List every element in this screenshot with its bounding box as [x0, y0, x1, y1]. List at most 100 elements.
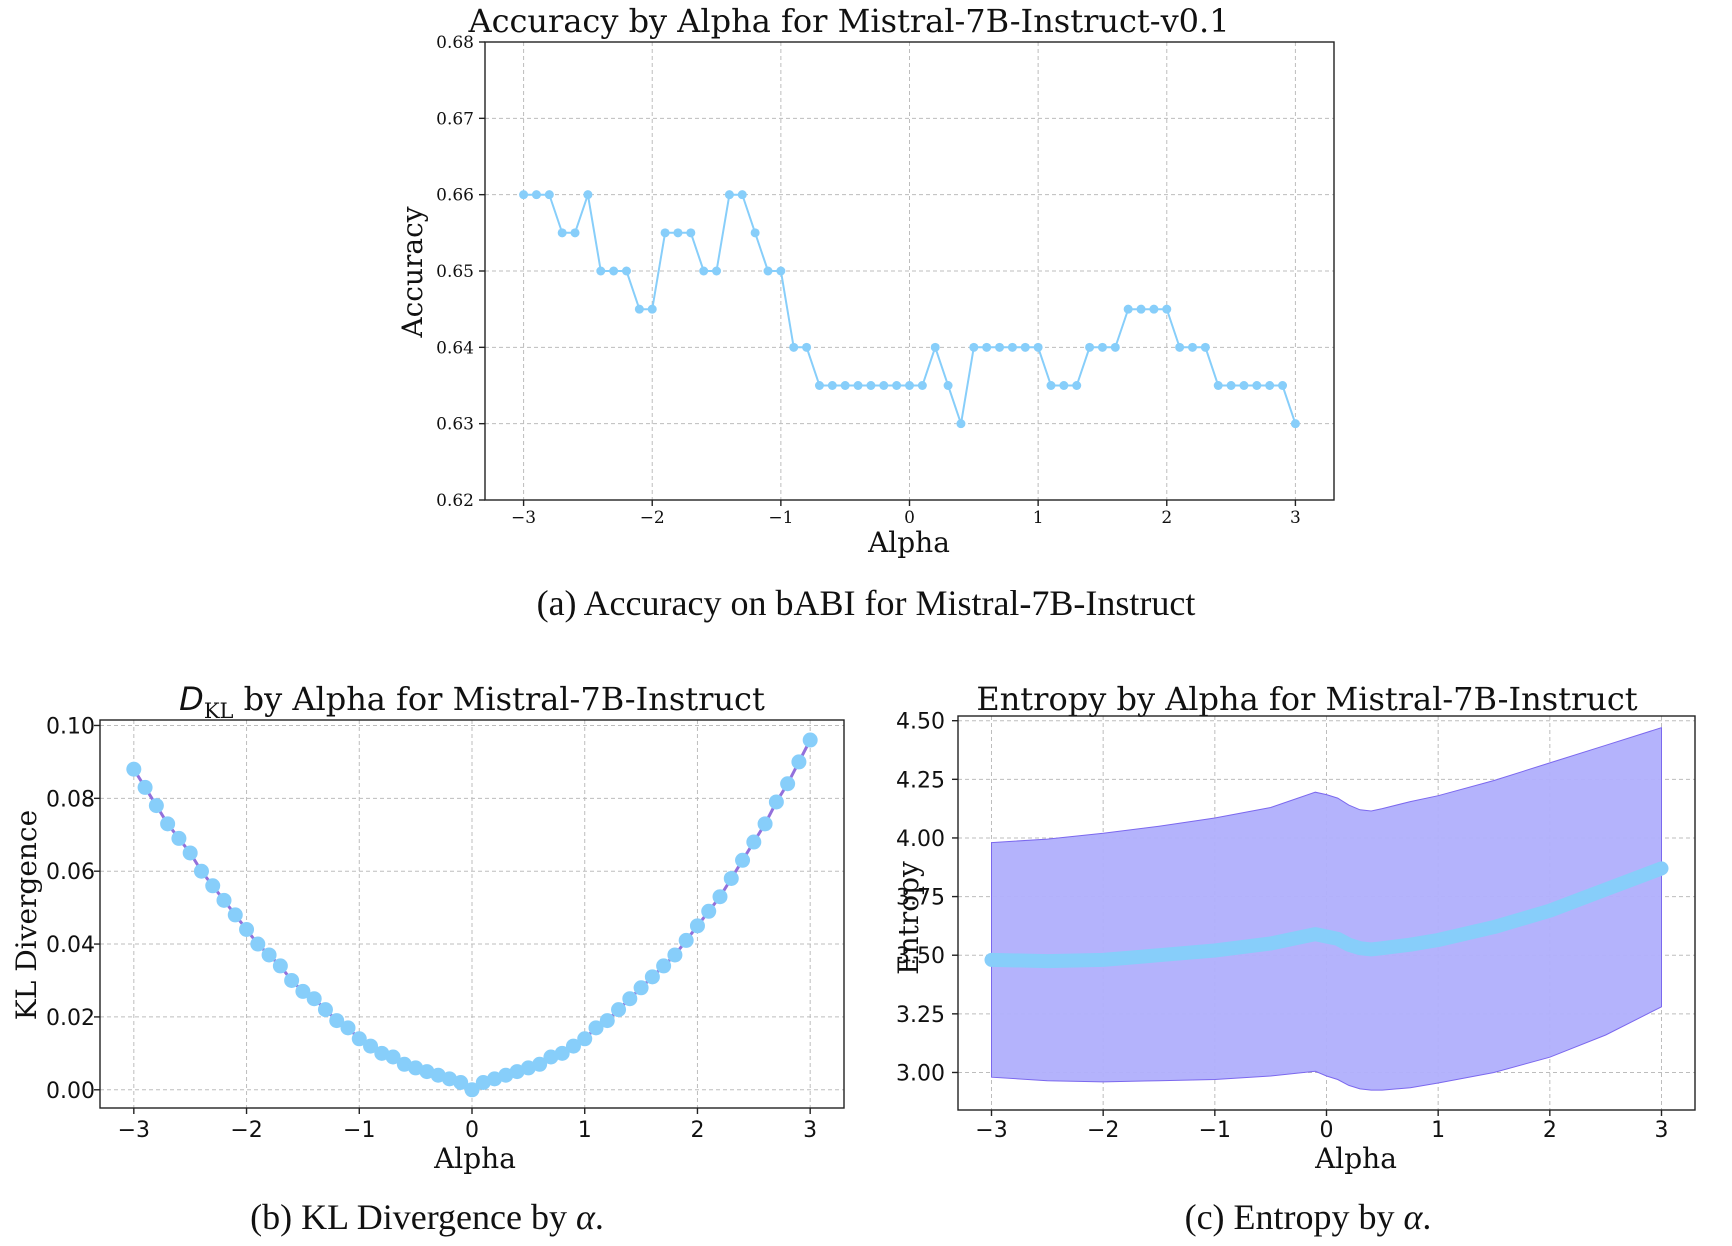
kl-data-point	[239, 921, 255, 937]
kl-data-point	[532, 1056, 548, 1072]
accuracy-data-point	[1290, 419, 1300, 429]
entropy-x-tick-label: −2	[1087, 1118, 1119, 1143]
accuracy-y-tick-label: 0.66	[436, 186, 474, 206]
accuracy-y-tick-label: 0.67	[436, 109, 474, 129]
accuracy-data-point	[596, 266, 606, 276]
kl-x-axis-label: Alpha	[433, 1142, 516, 1175]
kl-data-point	[272, 958, 288, 974]
accuracy-data-point	[1110, 342, 1120, 352]
accuracy-x-tick-label: 3	[1290, 508, 1301, 528]
kl-data-point	[250, 936, 266, 952]
accuracy-data-point	[1175, 342, 1185, 352]
entropy-plot-frame	[957, 715, 1696, 1111]
accuracy-y-tick-label: 0.65	[436, 262, 474, 282]
accuracy-x-tick-label: 2	[1161, 508, 1172, 528]
kl-x-tick-label: 2	[690, 1118, 704, 1143]
kl-data-point	[498, 1067, 514, 1083]
accuracy-data-point	[647, 304, 657, 314]
accuracy-data-point	[1149, 304, 1159, 314]
kl-caption-text: (b) KL Divergence by	[250, 1197, 576, 1237]
kl-x-tick-label: −3	[118, 1118, 150, 1143]
kl-y-tick-label: 0.10	[46, 714, 95, 739]
accuracy-data-point	[840, 381, 850, 390]
accuracy-data-point	[1188, 342, 1197, 352]
accuracy-data-point	[544, 190, 554, 200]
accuracy-data-point	[827, 381, 837, 390]
kl-data-point	[430, 1067, 446, 1083]
kl-data-point	[689, 918, 705, 934]
kl-data-point	[385, 1049, 401, 1065]
kl-data-point	[441, 1071, 457, 1087]
accuracy-y-tick-label: 0.68	[436, 33, 474, 53]
kl-y-tick-label: 0.04	[46, 933, 95, 958]
kl-y-tick-label: 0.02	[46, 1006, 95, 1031]
kl-data-point	[768, 794, 784, 810]
accuracy-chart: Accuracy by Alpha for Mistral-7B-Instruc…	[396, 2, 1335, 623]
kl-title-rest: by Alpha for Mistral-7B-Instruct	[233, 680, 765, 718]
kl-data-point	[701, 903, 717, 919]
entropy-caption-text: (c) Entropy by	[1185, 1197, 1404, 1237]
kl-caption-symbol: α	[576, 1197, 596, 1237]
kl-caption-end: .	[595, 1197, 604, 1237]
entropy-y-tick-label: 4.00	[896, 827, 945, 852]
entropy-caption-symbol: α	[1404, 1197, 1424, 1237]
accuracy-data-point	[1123, 304, 1133, 314]
kl-chart-title: DKL by Alpha for Mistral-7B-Instruct	[179, 680, 765, 723]
kl-y-tick-label: 0.06	[46, 860, 95, 885]
accuracy-data-point	[1007, 342, 1017, 352]
kl-data-point	[171, 830, 187, 846]
kl-data-point	[182, 845, 198, 861]
entropy-x-tick-label: 2	[1543, 1118, 1557, 1143]
kl-data-point	[599, 1013, 615, 1029]
kl-data-point	[565, 1038, 581, 1054]
accuracy-x-tick-label: −2	[640, 508, 665, 528]
accuracy-data-point	[879, 381, 889, 390]
entropy-x-tick-label: 1	[1431, 1118, 1445, 1143]
accuracy-y-tick-label: 0.63	[436, 415, 474, 435]
accuracy-data-point	[982, 342, 992, 352]
accuracy-caption: (a) Accuracy on bABI for Mistral-7B-Inst…	[537, 583, 1196, 623]
kl-data-point	[261, 947, 277, 963]
accuracy-data-point	[750, 228, 760, 238]
accuracy-data-point	[776, 266, 786, 276]
kl-plot-frame	[99, 719, 845, 1109]
kl-data-point	[227, 907, 243, 923]
accuracy-data-point	[570, 228, 580, 238]
kl-data-point	[306, 991, 322, 1007]
kl-data-point	[509, 1064, 525, 1080]
kl-data-point	[622, 991, 638, 1007]
kl-data-point	[363, 1038, 379, 1054]
kl-data-point	[644, 969, 660, 985]
accuracy-data-point	[892, 381, 902, 390]
kl-data-point	[543, 1049, 559, 1065]
accuracy-data-point	[943, 381, 953, 390]
entropy-y-tick-label: 3.75	[896, 886, 945, 911]
accuracy-data-point	[1072, 381, 1082, 390]
entropy-y-tick-label: 4.50	[896, 710, 945, 735]
kl-data-point	[656, 958, 672, 974]
kl-data-point	[295, 983, 311, 999]
accuracy-data-point	[1020, 342, 1030, 352]
kl-data-point	[148, 798, 164, 814]
accuracy-data-point	[814, 381, 824, 390]
kl-data-point	[374, 1045, 390, 1061]
kl-data-point	[712, 889, 728, 905]
kl-data-point	[419, 1064, 435, 1080]
accuracy-data-point	[763, 266, 773, 276]
kl-x-tick-label: 3	[803, 1118, 817, 1143]
kl-data-point	[723, 870, 739, 886]
kl-data-point	[351, 1031, 367, 1047]
entropy-x-tick-label: 0	[1320, 1118, 1334, 1143]
entropy-x-tick-label: −3	[975, 1118, 1007, 1143]
kl-data-point	[487, 1071, 503, 1087]
entropy-y-axis-label: Entropy	[892, 861, 925, 975]
accuracy-data-point	[1085, 342, 1095, 352]
kl-data-point	[611, 1002, 627, 1018]
accuracy-data-point	[1239, 381, 1249, 390]
accuracy-data-point	[609, 266, 619, 276]
entropy-x-tick-label: −1	[1199, 1118, 1231, 1143]
kl-title-subscript: KL	[204, 699, 234, 723]
kl-data-point	[791, 754, 807, 770]
entropy-y-tick-label: 3.00	[896, 1061, 945, 1086]
kl-y-tick-label: 0.00	[46, 1079, 95, 1104]
